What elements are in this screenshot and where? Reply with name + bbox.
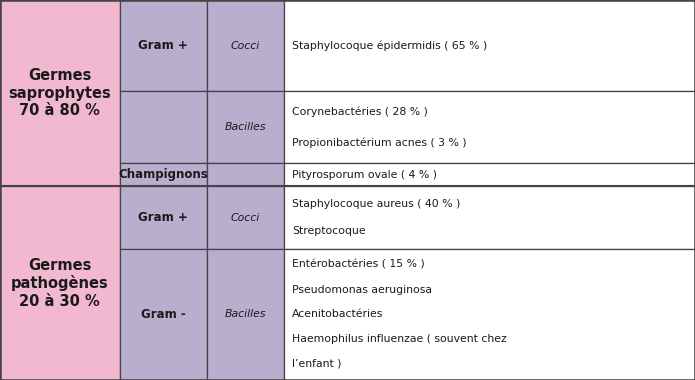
Text: Gram +: Gram +	[138, 211, 188, 224]
Text: Propionibactérium acnes ( 3 % ): Propionibactérium acnes ( 3 % )	[292, 138, 466, 148]
Bar	[120, 186, 207, 249]
Text: Pityrosporum ovale ( 4 % ): Pityrosporum ovale ( 4 % )	[292, 170, 437, 180]
Bar	[120, 0, 207, 91]
Text: Staphylocoque épidermidis ( 65 % ): Staphylocoque épidermidis ( 65 % )	[292, 40, 487, 51]
Text: Staphylocoque aureus ( 40 % ): Staphylocoque aureus ( 40 % )	[292, 199, 460, 209]
Bar	[284, 0, 695, 91]
Bar	[207, 0, 284, 91]
Text: Bacilles: Bacilles	[224, 122, 266, 132]
Bar	[207, 91, 284, 163]
Bar	[284, 163, 695, 186]
Text: Corynebactéries ( 28 % ): Corynebactéries ( 28 % )	[292, 106, 428, 117]
Text: Cocci: Cocci	[231, 212, 260, 223]
Bar	[120, 249, 207, 380]
Text: Bacilles: Bacilles	[224, 309, 266, 320]
Text: Streptocoque: Streptocoque	[292, 226, 366, 236]
Text: Gram -: Gram -	[141, 308, 186, 321]
Text: Cocci: Cocci	[231, 41, 260, 51]
Bar	[0, 0, 120, 186]
Bar	[284, 186, 695, 249]
Text: Pseudomonas aeruginosa: Pseudomonas aeruginosa	[292, 285, 432, 295]
Text: Germes
saprophytes
70 à 80 %: Germes saprophytes 70 à 80 %	[8, 68, 111, 118]
Text: Entérobactéries ( 15 % ): Entérobactéries ( 15 % )	[292, 260, 425, 270]
Text: Germes
pathogènes
20 à 30 %: Germes pathogènes 20 à 30 %	[11, 258, 108, 309]
Bar	[207, 163, 284, 186]
Bar	[120, 163, 207, 186]
Bar	[284, 91, 695, 163]
Bar	[207, 249, 284, 380]
Bar	[0, 186, 120, 380]
Text: Haemophilus influenzae ( souvent chez: Haemophilus influenzae ( souvent chez	[292, 334, 507, 344]
Bar	[207, 186, 284, 249]
Text: Gram +: Gram +	[138, 39, 188, 52]
Text: Acenitobactéries: Acenitobactéries	[292, 309, 383, 320]
Bar	[284, 249, 695, 380]
Text: l’enfant ): l’enfant )	[292, 359, 341, 369]
Bar	[120, 91, 207, 163]
Text: Champignons: Champignons	[118, 168, 208, 181]
